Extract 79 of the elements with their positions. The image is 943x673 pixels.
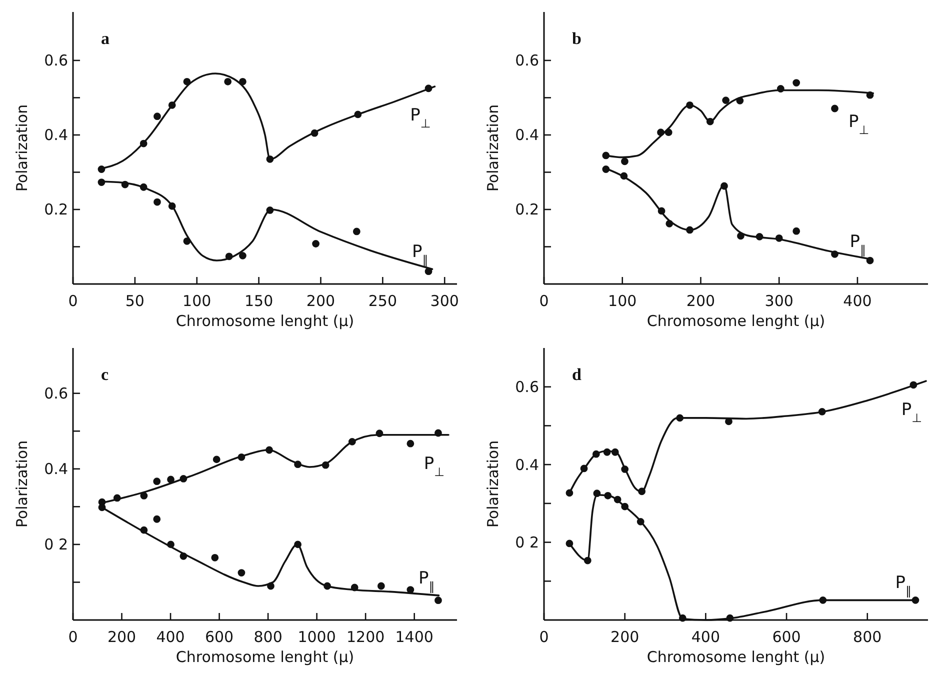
series-label: P$_{∥}$	[418, 568, 435, 594]
y-tick-label: 0.6	[515, 378, 539, 396]
x-axis-title: Chromosome lenght (μ)	[646, 312, 826, 330]
y-tick-label: 0.4	[44, 126, 68, 144]
x-tick-label: 0	[68, 292, 78, 310]
x-tick-label: 800	[254, 628, 282, 646]
series-label: P$_{∥}$	[850, 232, 866, 258]
point	[167, 476, 174, 484]
y-axis-title: Polarization	[484, 440, 502, 528]
x-tick-label: 200	[306, 292, 336, 310]
x-tick-label: 100	[182, 292, 212, 310]
x-tick-label: 1400	[395, 628, 434, 646]
point	[212, 456, 220, 464]
annotation: b	[572, 29, 582, 48]
x-axis-title: Chromosome lenght (μ)	[176, 648, 354, 666]
annotation: d	[572, 365, 582, 384]
x-tick-label: 1200	[346, 628, 385, 646]
point	[831, 104, 838, 112]
y-axis-title: Polarization	[13, 440, 31, 528]
annotation: c	[101, 365, 109, 384]
annotation: a	[101, 29, 110, 48]
point	[434, 596, 442, 604]
point	[154, 112, 161, 120]
series-label: P$_{⊥}$	[410, 106, 431, 131]
y-tick-label: 0 2	[44, 536, 68, 554]
series-label: P$_{∥}$	[895, 573, 912, 598]
point	[153, 515, 161, 523]
x-tick-label: 400	[156, 628, 185, 646]
point	[406, 586, 414, 594]
x-tick-label: 0	[68, 628, 78, 646]
point	[238, 569, 246, 576]
point	[352, 228, 360, 236]
point	[621, 158, 628, 166]
x-tick-label: 100	[608, 292, 637, 310]
x-tick-label: 150	[244, 292, 274, 310]
point	[154, 198, 161, 206]
x-tick-label: 200	[107, 628, 136, 646]
x-tick-label: 50	[125, 292, 144, 310]
point	[406, 440, 414, 448]
x-tick-label: 0	[539, 628, 549, 646]
x-tick-label: 600	[204, 628, 234, 646]
point	[153, 478, 161, 486]
y-axis-title: Polarization	[484, 104, 502, 192]
point	[239, 252, 246, 260]
y-axis-title: Polarization	[13, 104, 31, 192]
y-tick-label: 0.4	[515, 456, 539, 474]
x-tick-label: 400	[843, 292, 872, 310]
point	[792, 227, 800, 235]
x-tick-label: 600	[772, 628, 801, 646]
x-tick-label: 1000	[298, 628, 336, 646]
x-tick-label: 200	[686, 292, 716, 310]
point	[211, 554, 219, 562]
x-axis-title: Chromosome lenght (μ)	[176, 312, 354, 330]
y-tick-label: 0 2	[515, 534, 539, 552]
y-tick-label: 0.2	[515, 200, 539, 219]
point	[722, 96, 730, 104]
x-tick-label: 200	[610, 628, 640, 646]
y-tick-label: 0.2	[44, 200, 68, 219]
series-label: P$_{⊥}$	[424, 454, 444, 479]
point	[140, 492, 148, 500]
x-tick-label: 300	[764, 292, 794, 310]
series-label: P$_{∥}$	[412, 242, 428, 268]
series-label: P$_{⊥}$	[901, 400, 922, 426]
y-tick-label: 0.4	[44, 460, 68, 478]
x-tick-label: 0	[539, 292, 549, 310]
x-tick-label: 250	[368, 292, 397, 310]
point	[224, 78, 232, 86]
x-tick-label: 400	[691, 628, 720, 646]
x-axis-title: Chromosome lenght (μ)	[646, 648, 826, 666]
point	[792, 79, 800, 86]
point	[312, 240, 320, 248]
y-tick-label: 0.6	[44, 52, 68, 70]
y-tick-label: 0.4	[515, 126, 539, 144]
x-tick-label: 300	[430, 292, 459, 310]
point	[377, 582, 385, 590]
y-tick-label: 0.6	[515, 52, 539, 70]
series-label: P$_{⊥}$	[848, 112, 870, 138]
x-tick-label: 800	[853, 628, 882, 646]
y-tick-label: 0.6	[44, 384, 68, 403]
